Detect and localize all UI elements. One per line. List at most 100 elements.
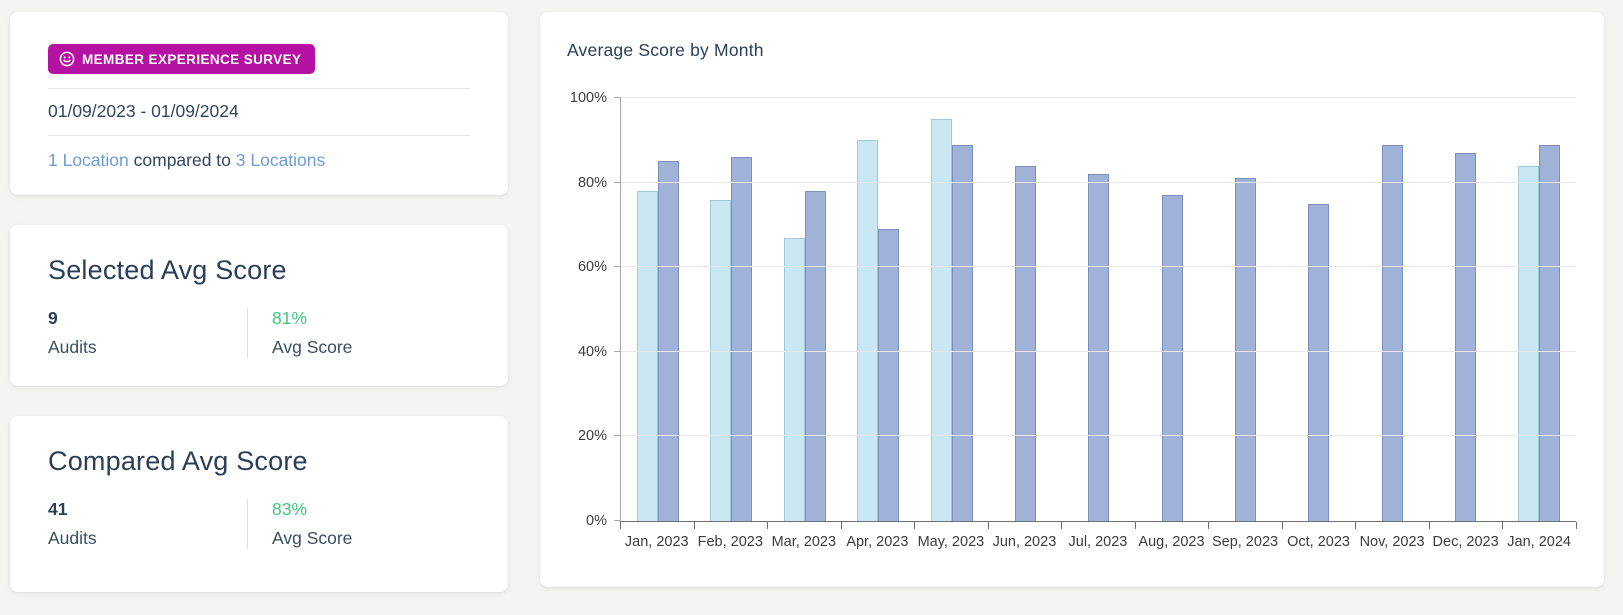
x-axis-label: Oct, 2023 [1287, 534, 1350, 550]
compared-score-stat: 83% Avg Score [248, 499, 352, 549]
compared-locations-link[interactable]: 3 Locations [235, 150, 326, 170]
selected-audits-label: Audits [48, 336, 97, 357]
bar-group [1429, 98, 1502, 521]
bar-selected-feb-2023[interactable] [710, 199, 732, 521]
compared-stats-row: 41 Audits 83% Avg Score [48, 498, 470, 549]
bar-compared-jul-2023[interactable] [1088, 174, 1110, 521]
smiley-icon [59, 51, 75, 67]
dashboard: MEMBER EXPERIENCE SURVEY 01/09/2023 - 01… [10, 12, 1604, 592]
bar-compared-jan-2023[interactable] [657, 161, 679, 521]
bar-group [1062, 98, 1135, 521]
compared-score-value: 83% [272, 498, 308, 519]
bar-compared-oct-2023[interactable] [1308, 203, 1330, 521]
x-axis-label: Mar, 2023 [771, 534, 837, 550]
survey-summary-card: MEMBER EXPERIENCE SURVEY 01/09/2023 - 01… [10, 12, 508, 195]
compared-audits-stat: 41 Audits [48, 499, 247, 549]
y-axis-label: 20% [577, 428, 607, 445]
x-axis-tick [987, 522, 989, 529]
bar-compared-dec-2023[interactable] [1455, 153, 1477, 521]
bars-row [621, 98, 1576, 521]
x-axis [620, 521, 1577, 529]
survey-type-label: MEMBER EXPERIENCE SURVEY [82, 51, 302, 67]
bar-compared-sep-2023[interactable] [1234, 178, 1256, 521]
plot-area: 0% 20% 40% 60% 80% 100% [570, 90, 1576, 529]
y-axis-tick [614, 520, 621, 521]
bar-chart: 0% 20% 40% 60% 80% 100% Jan, 2023 Feb, 2023 Mar… [570, 90, 1577, 550]
bar-group [621, 98, 694, 521]
selected-location-link[interactable]: 1 Location [48, 150, 129, 170]
selected-stats-row: 9 Audits 81% Avg Score [48, 308, 470, 358]
bar-group [768, 98, 841, 521]
bar-selected-mar-2023[interactable] [783, 237, 805, 521]
x-axis-tick [693, 522, 695, 529]
bar-selected-apr-2023[interactable] [857, 140, 879, 521]
selected-score-label: Avg Score [272, 336, 353, 357]
x-axis-label: May, 2023 [917, 534, 985, 550]
y-axis-label: 60% [577, 259, 607, 276]
x-axis-label: Nov, 2023 [1359, 534, 1425, 550]
gridline [621, 266, 1576, 268]
selected-audits-stat: 9 Audits [48, 308, 247, 358]
gridline [621, 435, 1576, 437]
bar-group [841, 98, 914, 521]
bar-selected-may-2023[interactable] [930, 119, 952, 521]
selected-score-stat: 81% Avg Score [248, 308, 352, 358]
date-range: 01/09/2023 - 01/09/2024 [48, 101, 239, 121]
bar-group [1209, 98, 1282, 521]
selected-score-value: 81% [272, 308, 308, 328]
bar-compared-may-2023[interactable] [951, 144, 973, 521]
summary-column: MEMBER EXPERIENCE SURVEY 01/09/2023 - 01… [10, 12, 508, 592]
gridline [621, 350, 1576, 352]
x-axis-tick [1061, 522, 1063, 529]
survey-type-badge: MEMBER EXPERIENCE SURVEY [48, 44, 316, 74]
x-axis-tick [1281, 522, 1283, 529]
bar-compared-aug-2023[interactable] [1161, 195, 1183, 521]
bar-compared-apr-2023[interactable] [878, 229, 900, 521]
bar-compared-jan-2024[interactable] [1539, 144, 1561, 521]
bar-compared-mar-2023[interactable] [804, 191, 826, 521]
compared-score-label: Avg Score [272, 527, 353, 548]
x-axis-tick [1428, 522, 1430, 529]
bar-selected-jan-2024[interactable] [1518, 165, 1540, 521]
y-axis-tick [614, 350, 621, 352]
x-axis-tick [767, 522, 769, 529]
bar-compared-feb-2023[interactable] [731, 157, 753, 521]
x-axis-tick [1355, 522, 1357, 529]
avg-score-by-month-card: Average Score by Month 0% 20% 40% 60% 80% 100… [540, 12, 1604, 587]
x-axis-label: Aug, 2023 [1138, 534, 1205, 550]
y-axis-label: 0% [586, 513, 607, 529]
compared-audits-value: 41 [48, 498, 68, 519]
bar-group [1282, 98, 1355, 521]
compared-audits-label: Audits [48, 527, 97, 548]
locations-line: 1 Location compared to 3 Locations [48, 136, 470, 171]
x-axis-labels: Jan, 2023 Feb, 2023 Mar, 2023 Apr, 2023 May,… [620, 534, 1576, 550]
x-axis-tick [1576, 522, 1577, 529]
bar-compared-jun-2023[interactable] [1014, 165, 1036, 521]
x-axis-tick [1502, 522, 1504, 529]
bar-compared-nov-2023[interactable] [1381, 144, 1403, 521]
y-axis-tick [614, 266, 621, 268]
x-axis-tick [840, 522, 842, 529]
bar-group [1503, 98, 1576, 521]
bar-group [988, 98, 1061, 521]
compared-avg-score-card: Compared Avg Score 41 Audits 83% Avg Sco… [10, 415, 508, 592]
bar-group [1135, 98, 1208, 521]
divider [48, 135, 470, 136]
x-axis-tick [620, 522, 621, 529]
bar-group [694, 98, 767, 521]
y-axis-tick [614, 435, 621, 437]
bar-group [1356, 98, 1429, 521]
y-axis-label: 40% [577, 343, 607, 360]
selected-avg-score-title: Selected Avg Score [48, 255, 287, 285]
x-axis-label: Jul, 2023 [1068, 534, 1128, 550]
selected-avg-score-card: Selected Avg Score 9 Audits 81% Avg Scor… [10, 225, 508, 386]
y-axis-label: 80% [577, 174, 607, 191]
bar-selected-jan-2023[interactable] [636, 191, 658, 521]
divider [48, 88, 470, 89]
x-axis-label: Dec, 2023 [1432, 534, 1499, 550]
x-axis-tick [1134, 522, 1136, 529]
x-axis-label: Jan, 2024 [1507, 534, 1571, 550]
bar-group [915, 98, 988, 521]
compared-avg-score-title: Compared Avg Score [48, 445, 308, 476]
divider [247, 308, 248, 358]
